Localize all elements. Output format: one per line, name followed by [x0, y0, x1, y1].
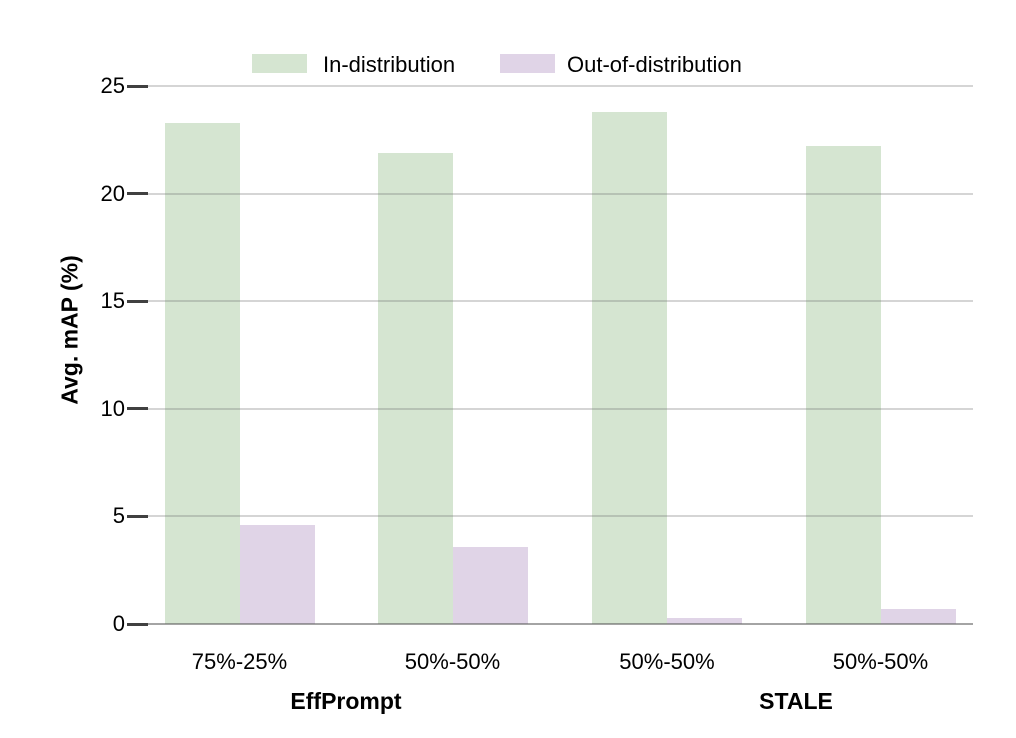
- group-label-stale: STALE: [759, 688, 833, 714]
- y-tick-label-10: 10: [100, 395, 125, 421]
- bar-out-of-distribution-0: [239, 525, 315, 624]
- y-tick-label-15: 15: [100, 288, 125, 314]
- x-tick-label-1: 50%-50%: [404, 649, 501, 674]
- legend-swatch-in-distribution: [252, 54, 307, 73]
- gridline-25: [148, 85, 973, 87]
- y-axis-label: Avg. mAP (%): [56, 255, 83, 405]
- x-tick-label-3: 50%-50%: [832, 649, 929, 674]
- y-tick-mark-20: [127, 192, 148, 196]
- y-tick-label-20: 20: [100, 180, 125, 206]
- bar-out-of-distribution-2: [667, 617, 742, 624]
- y-tick-mark-15: [127, 299, 148, 303]
- legend-label-out-of-distribution: Out-of-distribution: [567, 52, 742, 77]
- x-tick-label-2: 50%-50%: [619, 649, 715, 674]
- y-tick-mark-25: [127, 84, 148, 88]
- gridline-10: [148, 407, 973, 410]
- bar-in-distribution-1: [377, 152, 453, 624]
- group-label-effprompt: EffPrompt: [290, 688, 402, 714]
- y-tick-mark-5: [127, 514, 148, 518]
- gridline-5: [148, 515, 973, 518]
- bar-in-distribution-0: [164, 122, 240, 624]
- y-tick-label-0: 0: [112, 611, 125, 636]
- x-axis-line: [148, 623, 973, 625]
- gridline-15: [148, 300, 973, 303]
- y-tick-label-25: 25: [100, 73, 125, 98]
- legend-swatch-out-of-distribution: [500, 54, 555, 73]
- plot-area: [127, 84, 973, 626]
- bar-in-distribution-2: [592, 111, 667, 624]
- gridline-20: [148, 192, 973, 195]
- bar-out-of-distribution-1: [452, 546, 528, 624]
- legend-label-in-distribution: In-distribution: [323, 52, 456, 77]
- y-tick-label-5: 5: [112, 503, 125, 529]
- x-tick-label-0: 75%-25%: [191, 649, 288, 674]
- y-tick-mark-0: [127, 622, 148, 626]
- bar-in-distribution-3: [805, 146, 881, 624]
- bar-out-of-distribution-3: [880, 608, 956, 624]
- y-tick-mark-10: [127, 407, 148, 411]
